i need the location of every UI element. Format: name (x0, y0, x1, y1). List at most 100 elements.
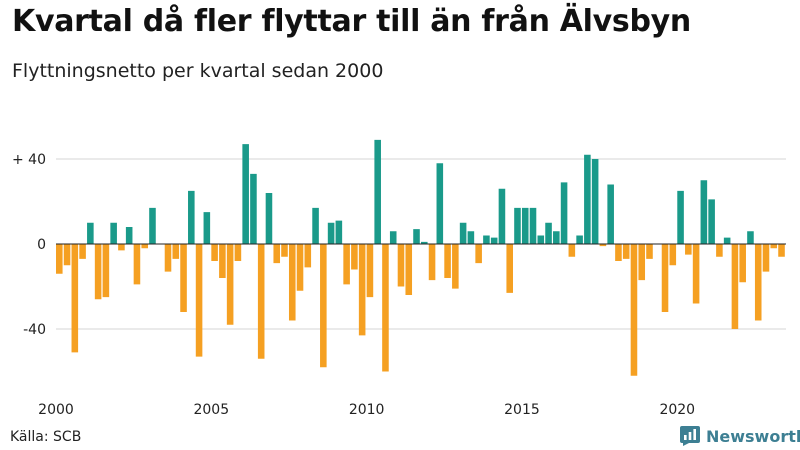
bar (250, 173, 257, 244)
bar (63, 244, 71, 266)
bar (436, 163, 444, 244)
bar (615, 244, 622, 261)
bar (739, 244, 746, 283)
bar (257, 244, 265, 359)
bar (607, 184, 614, 244)
bar (180, 244, 187, 312)
bar (71, 244, 79, 353)
bar (778, 244, 785, 257)
bar (514, 207, 521, 244)
x-axis-labels: 2000 2005 2010 2015 2020 (38, 402, 695, 418)
bar (351, 244, 358, 270)
bar (770, 244, 778, 249)
bar (188, 190, 195, 244)
bar (203, 212, 211, 244)
bar (94, 244, 102, 300)
bar (630, 244, 638, 376)
bar (389, 231, 397, 244)
bar (467, 231, 475, 244)
chart-title: Kvartal då fler flyttar till än från Älv… (12, 4, 691, 39)
bar (521, 207, 529, 244)
bar (242, 144, 249, 244)
bar (195, 244, 203, 357)
gridlines (56, 158, 786, 330)
bar (405, 244, 413, 295)
bar (459, 222, 467, 244)
bar (226, 244, 234, 325)
bar (288, 244, 296, 321)
x-tick-label: 2010 (349, 402, 385, 418)
y-tick-label: -40 (23, 322, 46, 338)
bar (343, 244, 350, 285)
bar (762, 244, 770, 272)
bar (490, 237, 498, 244)
bar (149, 207, 156, 244)
bar (110, 222, 117, 244)
bar (638, 244, 646, 281)
bar (172, 244, 180, 259)
bar (483, 235, 490, 244)
bar (576, 235, 583, 244)
bar (700, 180, 708, 244)
x-tick-label: 2000 (38, 402, 74, 418)
x-tick-label: 2005 (193, 402, 229, 418)
brand-name: Newsworthy (706, 426, 800, 446)
bar (397, 244, 405, 287)
bar (723, 237, 731, 244)
bar (716, 244, 723, 257)
bar (320, 244, 327, 368)
bar (374, 139, 381, 244)
chart-subtitle: Flyttningsnetto per kvartal sedan 2000 (12, 60, 384, 82)
bar (685, 244, 692, 255)
bar (211, 244, 218, 261)
bar (304, 244, 312, 268)
bar (428, 244, 436, 281)
bar (529, 207, 537, 244)
bar (537, 235, 545, 244)
bar (731, 244, 739, 329)
y-axis-labels: + 40 0 -40 (12, 152, 46, 338)
bar (754, 244, 762, 321)
bar (234, 244, 242, 261)
bar (444, 244, 451, 278)
bar (141, 244, 148, 249)
bar (102, 244, 110, 298)
bar (366, 244, 374, 298)
bar (560, 182, 568, 244)
newsworthy-logo-icon (680, 426, 700, 446)
bar (382, 244, 389, 372)
bar (56, 244, 63, 274)
bar (118, 244, 125, 251)
bar (413, 229, 420, 244)
bar (475, 244, 482, 264)
bar (747, 231, 754, 244)
bar (677, 190, 684, 244)
bar (646, 244, 653, 259)
bar (358, 244, 366, 336)
bar (708, 199, 715, 244)
bar (498, 188, 506, 244)
bar (692, 244, 700, 304)
x-tick-label: 2015 (504, 402, 540, 418)
bar (79, 244, 86, 259)
bar (281, 244, 288, 257)
bar (599, 244, 607, 247)
bar (273, 244, 281, 264)
bar (553, 231, 560, 244)
source-note: Källa: SCB (10, 429, 82, 445)
bar (545, 222, 552, 244)
bar (584, 154, 591, 244)
bar (164, 244, 172, 272)
bar (661, 244, 669, 312)
x-tick-label: 2020 (659, 402, 695, 418)
y-tick-label: 0 (37, 237, 46, 253)
bar (87, 222, 94, 244)
bar (125, 227, 133, 244)
bar (335, 220, 343, 244)
bar (568, 244, 576, 257)
bar (669, 244, 677, 266)
bar (591, 159, 599, 244)
brand-logo: Newsworthy (680, 426, 800, 446)
bars (56, 139, 785, 376)
bar (133, 244, 141, 285)
